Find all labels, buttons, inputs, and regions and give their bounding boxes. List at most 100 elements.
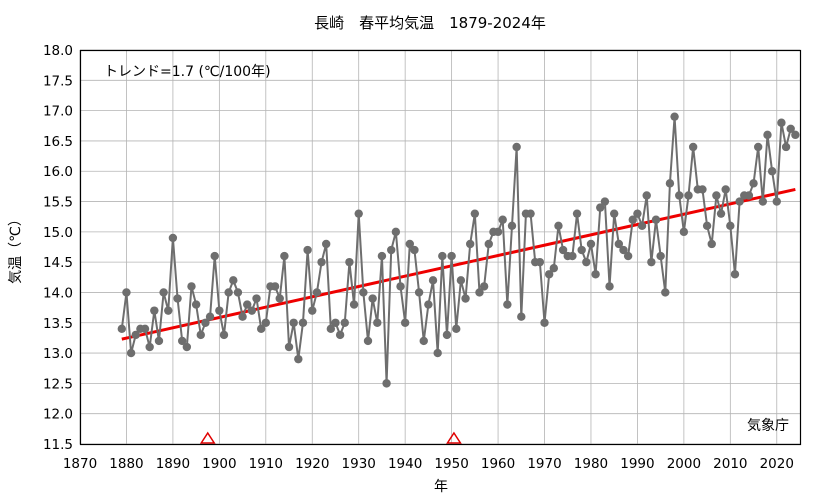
data-point	[173, 294, 182, 303]
data-point	[735, 197, 744, 206]
trend-layer	[121, 187, 796, 341]
data-point	[549, 264, 559, 273]
x-tick-label: 1970	[527, 456, 561, 472]
data-point	[684, 191, 693, 200]
data-point	[465, 239, 475, 249]
y-tick-label: 13.5	[43, 316, 73, 332]
x-axis-label: 年	[434, 479, 448, 495]
y-tick-label: 16.0	[43, 164, 73, 180]
data-point	[219, 330, 229, 340]
x-tick-label: 1930	[342, 456, 376, 472]
data-point	[665, 179, 675, 188]
data-point	[558, 245, 568, 255]
data-point	[484, 239, 493, 249]
x-tick-label: 1980	[574, 456, 608, 472]
data-point	[438, 251, 447, 261]
data-point	[261, 318, 271, 327]
data-point	[609, 209, 619, 218]
data-point	[744, 191, 754, 200]
data-point	[628, 215, 637, 224]
data-point	[461, 294, 470, 303]
data-point	[605, 282, 614, 291]
data-point	[126, 348, 136, 358]
data-point	[568, 251, 577, 261]
y-tick-label: 14.0	[43, 285, 73, 301]
data-point	[428, 276, 438, 285]
data-point	[633, 209, 642, 218]
data-point	[168, 233, 178, 243]
y-tick-label: 16.5	[43, 134, 73, 150]
data-point	[405, 239, 415, 249]
y-tick-label: 17.0	[43, 104, 73, 120]
data-point	[637, 221, 647, 230]
data-point	[763, 130, 772, 140]
data-point	[187, 282, 196, 291]
data-point	[456, 276, 466, 285]
data-point	[433, 348, 442, 358]
data-point	[368, 294, 377, 303]
data-point	[716, 209, 726, 218]
y-axis-label: 気温（℃）	[8, 212, 24, 284]
data-point	[544, 270, 554, 279]
data-point	[312, 288, 322, 297]
x-tick-label: 1950	[434, 456, 468, 472]
data-point	[289, 318, 298, 327]
data-point	[586, 239, 596, 249]
chart-title: 長崎 春平均気温 1879-2024年	[314, 14, 546, 32]
y-tick-label: 12.5	[43, 376, 73, 392]
data-point	[767, 167, 777, 176]
data-point	[591, 270, 600, 279]
data-point	[758, 197, 768, 206]
data-point	[535, 257, 545, 267]
plot-frame	[79, 49, 802, 446]
data-point	[303, 245, 312, 255]
data-point	[345, 257, 354, 267]
data-point	[540, 318, 549, 327]
x-tick-labels: 1870 1880 1890 1900 1910 1920 1930 1940 1950 1960…	[63, 456, 794, 472]
data-point	[470, 209, 480, 218]
data-point	[498, 215, 507, 224]
data-point	[647, 257, 656, 267]
data-point	[229, 276, 238, 285]
x-tick-label: 1900	[202, 456, 236, 472]
data-point	[596, 203, 605, 212]
x-tick-label: 1910	[249, 456, 283, 472]
data-point	[400, 318, 410, 327]
source-annotation: 気象庁	[747, 418, 789, 434]
data-point	[201, 318, 210, 327]
data-point	[164, 306, 173, 315]
data-point	[331, 318, 340, 327]
data-point	[424, 300, 433, 309]
data-point	[150, 306, 159, 315]
data-point	[679, 227, 689, 237]
x-tick-label: 1870	[63, 456, 97, 472]
data-point	[786, 124, 795, 133]
data-point	[651, 215, 661, 224]
data-point	[512, 142, 521, 152]
data-point	[507, 221, 517, 230]
data-point	[215, 306, 224, 315]
data-point	[726, 221, 735, 230]
data-point	[256, 324, 266, 334]
data-point	[391, 227, 401, 237]
y-tick-label: 15.0	[43, 225, 73, 241]
data-point	[503, 300, 512, 309]
data-point	[554, 221, 563, 230]
y-tick-label: 18.0	[43, 43, 73, 59]
data-point	[600, 197, 610, 206]
data-point	[656, 251, 665, 261]
data-point	[475, 288, 484, 297]
data-point	[159, 288, 168, 297]
trend-annotation: トレンド=1.7 (℃/100年)	[104, 64, 271, 80]
data-point	[479, 282, 489, 291]
y-tick-label: 12.0	[43, 407, 73, 423]
data-point	[614, 239, 624, 249]
data-point	[363, 336, 373, 346]
y-tick-label: 13.0	[43, 346, 73, 362]
data-point	[791, 130, 800, 140]
x-tick-label: 1960	[481, 456, 515, 472]
data-point	[182, 342, 192, 352]
series-layer	[117, 112, 800, 388]
data-point	[698, 185, 707, 194]
